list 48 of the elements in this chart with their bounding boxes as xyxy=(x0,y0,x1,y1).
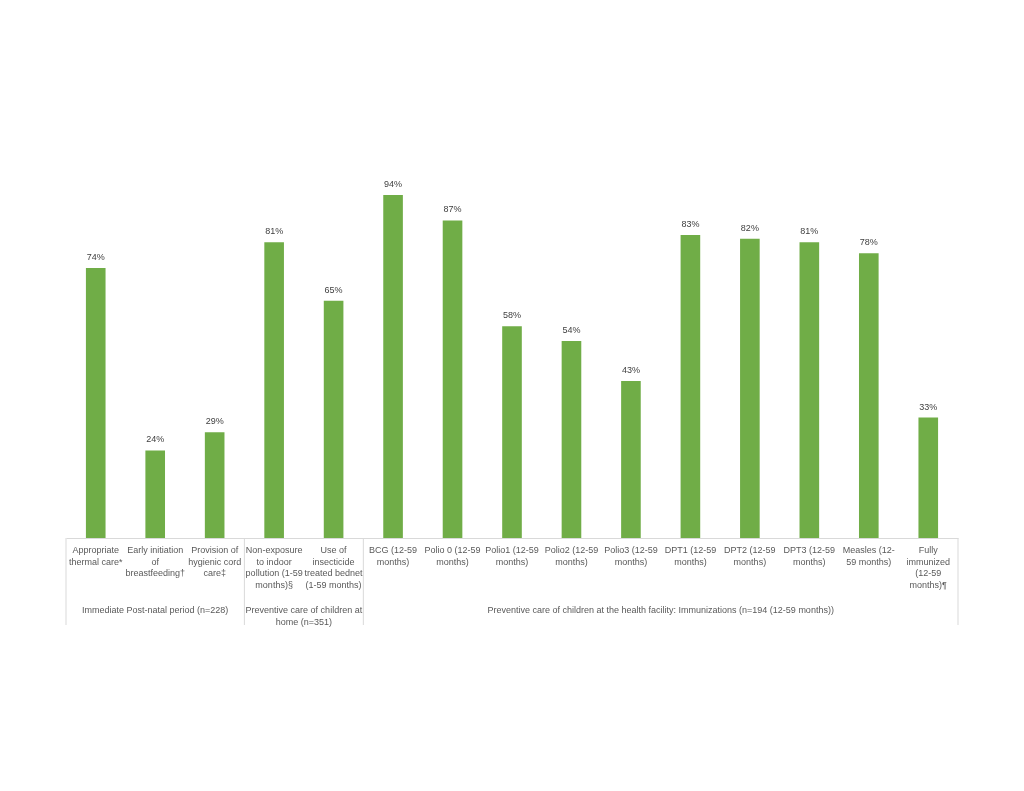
x-tick-label: Measles (12-59 months) xyxy=(842,545,895,567)
data-label: 94% xyxy=(384,178,403,189)
bar xyxy=(502,326,522,538)
text: Immediate Post-natal period (n=228) xyxy=(82,605,229,615)
bar xyxy=(145,450,166,538)
x-tick-label: DPT1 (12-59 months) xyxy=(664,545,717,567)
x-tick-label: Appropriate thermal care* xyxy=(68,545,123,567)
bar xyxy=(85,267,106,538)
text: Preventive care of children at the health facility: Immunizations (n=194 (12-59 months)) xyxy=(487,605,834,615)
x-tick-label: Polio 0 (12-59 months) xyxy=(424,545,481,567)
x-tick-label: Polio3 (12-59 months) xyxy=(604,545,658,567)
data-label: 65% xyxy=(324,284,343,295)
data-label: 81% xyxy=(800,226,819,237)
bar xyxy=(918,417,939,538)
x-tick-label: Fully immunized (12-59 months)¶ xyxy=(906,545,951,590)
x-tick-label: Non-exposure to indoor pollution (1-59 months)§ xyxy=(245,545,303,590)
data-label: 29% xyxy=(205,416,224,427)
data-label: 83% xyxy=(681,219,700,230)
bar xyxy=(561,340,582,538)
x-tick-label: Polio1 (12-59 months) xyxy=(485,545,539,567)
x-tick-label: Provision of hygienic cord care‡ xyxy=(188,545,242,578)
data-label: 33% xyxy=(919,401,938,412)
data-label: 78% xyxy=(859,237,878,248)
data-label: 74% xyxy=(86,251,105,262)
x-tick-label: Polio2 (12-59 months) xyxy=(544,545,599,567)
bar xyxy=(799,242,820,538)
data-label: 43% xyxy=(621,365,640,376)
x-tick-label: DPT2 (12-59 months) xyxy=(724,545,776,567)
bar xyxy=(204,432,225,538)
data-label: 54% xyxy=(562,324,581,335)
x-tick-label: BCG (12-59 months) xyxy=(369,545,418,567)
text: Preventive care of children at home (n=351) xyxy=(245,605,363,627)
bar xyxy=(264,242,284,538)
bar xyxy=(858,253,879,538)
data-label: 81% xyxy=(265,226,284,237)
data-label: 82% xyxy=(740,222,759,233)
data-label: 87% xyxy=(443,204,462,215)
bar xyxy=(621,381,641,538)
bar xyxy=(442,220,463,538)
bar xyxy=(680,235,701,538)
data-label: 24% xyxy=(146,434,165,445)
bar xyxy=(383,194,403,538)
bar xyxy=(740,238,760,538)
data-label: 58% xyxy=(502,310,522,321)
x-tick-label: DPT3 (12-59 months) xyxy=(783,545,836,567)
bar xyxy=(323,300,344,538)
x-tick-label: Use of insecticide treated bednet (1-59 months) xyxy=(304,545,364,590)
x-tick-label: Early initiation of breastfeeding† xyxy=(125,545,185,578)
